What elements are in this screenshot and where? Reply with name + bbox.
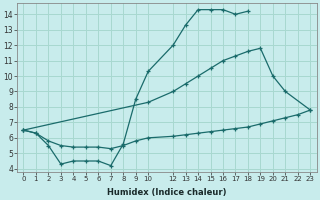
X-axis label: Humidex (Indice chaleur): Humidex (Indice chaleur): [107, 188, 227, 197]
